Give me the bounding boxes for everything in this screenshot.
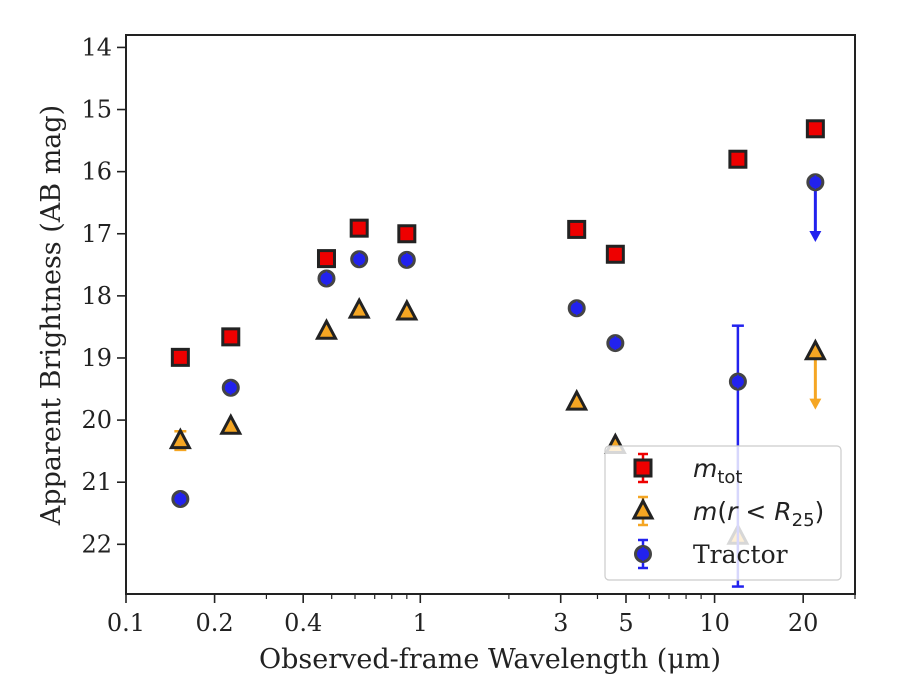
legend-entry: m(r < R25) (631, 495, 824, 531)
square-marker (728, 149, 748, 169)
data-point-circle (606, 334, 625, 353)
triangle-marker (803, 338, 827, 361)
triangle-marker (565, 388, 589, 411)
square-marker (170, 347, 190, 367)
square-marker (316, 249, 336, 269)
triangle-marker (219, 413, 243, 435)
data-point-triangle (565, 388, 589, 411)
y-tick-label: 17 (81, 220, 112, 248)
y-tick-label: 16 (81, 158, 112, 186)
data-point-triangle (395, 298, 419, 321)
y-tick-label: 22 (81, 530, 112, 558)
x-tick-label: 3 (553, 609, 568, 637)
data-point-triangle (314, 318, 338, 340)
x-tick-label: 0.1 (107, 609, 145, 637)
legend-entry: Tractor (634, 538, 788, 570)
triangle-marker (314, 318, 338, 340)
data-point-square (805, 119, 825, 139)
square-marker (567, 219, 587, 239)
legend-square-marker (633, 458, 653, 478)
data-point-triangle (347, 296, 371, 319)
triangle-marker (395, 298, 419, 321)
triangle-marker (168, 427, 192, 450)
x-tick-label: 0.4 (284, 609, 322, 637)
axis-ticks: 0.1 0.2 0.4 1 3 5 10 20 14 15 16 17 18 19 20 21 22 (81, 33, 856, 637)
data-point-square (397, 224, 417, 244)
upper-limit-arrowhead (809, 230, 822, 242)
square-marker (805, 119, 825, 139)
square-marker (605, 244, 625, 264)
data-point-square (316, 249, 336, 269)
upper-limit-arrowhead (809, 398, 822, 410)
x-tick-label: 5 (618, 609, 633, 637)
legend-label: m(r < R25) (693, 497, 824, 531)
data-point-circle (397, 250, 416, 269)
y-tick-label: 18 (81, 282, 112, 310)
data-point-triangle (219, 413, 243, 435)
data-point-circle (806, 173, 825, 242)
square-marker (397, 224, 417, 244)
data-point-square (728, 149, 748, 169)
data-point-triangle (803, 338, 827, 410)
legend-label: mtot (693, 454, 743, 488)
x-tick-label: 0.2 (196, 609, 234, 637)
data-point-square (605, 244, 625, 264)
data-point-square (567, 219, 587, 239)
plot-area-frame (125, 34, 856, 595)
data-point-circle (317, 269, 336, 288)
legend-entry: mtot (633, 452, 743, 488)
data-point-circle (171, 489, 190, 508)
y-axis-label: Apparent Brightness (AB mag) (36, 105, 67, 526)
y-tick-label: 21 (81, 468, 112, 496)
data-point-circle (350, 250, 369, 269)
legend-triangle-marker (631, 497, 655, 520)
y-tick-label: 15 (81, 96, 112, 124)
legend-box (604, 445, 842, 581)
triangle-marker (347, 296, 371, 319)
y-tick-label: 20 (81, 406, 112, 434)
data-point-square (170, 347, 190, 367)
x-axis-label: Observed-frame Wavelength (μm) (259, 644, 721, 675)
y-tick-label: 14 (81, 33, 112, 61)
square-marker (349, 218, 369, 238)
data-point-circle (221, 378, 240, 397)
x-tick-label: 10 (699, 609, 730, 637)
y-tick-label: 19 (81, 344, 112, 372)
data-point-triangle (168, 427, 192, 452)
data-point-square (221, 327, 241, 347)
data-point-square (349, 218, 369, 238)
legend-label: Tractor (693, 540, 788, 569)
x-tick-label: 20 (788, 609, 819, 637)
square-marker (221, 327, 241, 347)
x-tick-label: 1 (413, 609, 428, 637)
legend: mtot m(r < R25) Tractor (604, 445, 842, 581)
data-point-circle (567, 299, 586, 318)
